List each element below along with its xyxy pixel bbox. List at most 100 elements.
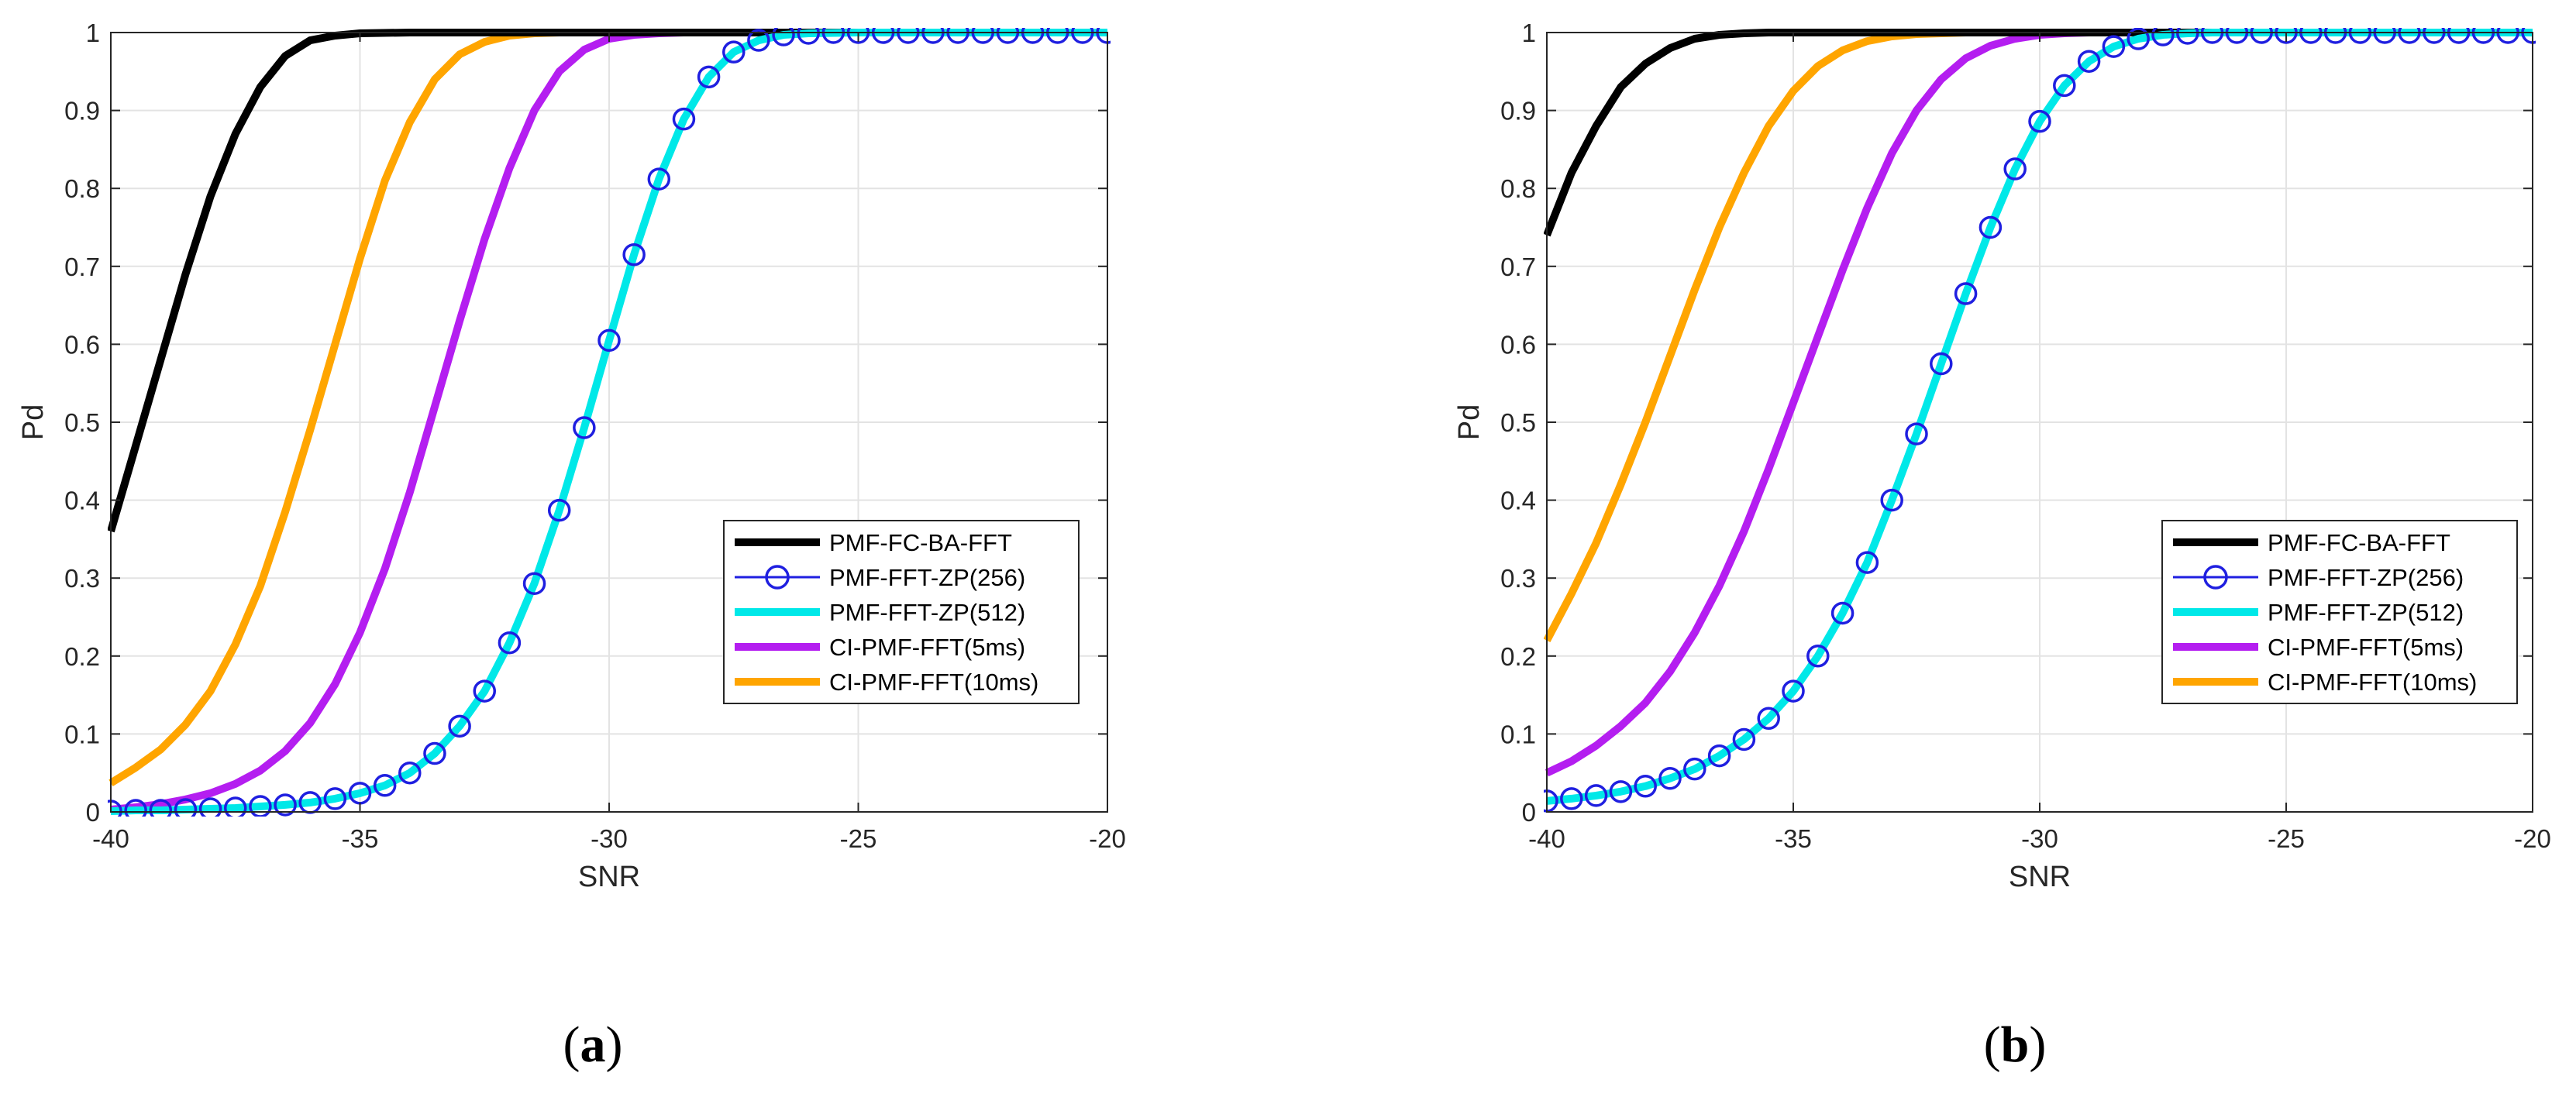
data-point-marker: [1732, 727, 1756, 751]
data-point-marker: [1683, 757, 1706, 781]
y-tick-label: 0.7: [64, 253, 100, 281]
x-tick-label: -20: [2514, 824, 2551, 853]
legend-label: PMF-FC-BA-FFT: [2268, 529, 2450, 556]
legend-label: CI-PMF-FFT(10ms): [2268, 669, 2477, 696]
y-tick-label: 0.8: [64, 174, 100, 203]
data-point-marker: [1658, 766, 1682, 790]
data-point-marker: [448, 714, 471, 738]
legend-label: CI-PMF-FFT(5ms): [2268, 634, 2464, 661]
x-tick-label: -40: [1528, 824, 1565, 853]
x-tick-label: -30: [2021, 824, 2058, 853]
legend-label: PMF-FFT-ZP(512): [2268, 599, 2464, 626]
data-point-marker: [2003, 157, 2027, 181]
legend-label: CI-PMF-FFT(10ms): [829, 669, 1038, 696]
data-point-marker: [598, 328, 621, 352]
x-tick-label: -25: [2268, 824, 2305, 853]
legend: PMF-FC-BA-FFT PMF-FFT-ZP(256) PMF-FFT-ZP(5…: [2161, 520, 2518, 704]
legend-label: PMF-FFT-ZP(256): [2268, 564, 2464, 591]
data-point-marker: [547, 498, 571, 522]
data-point-marker: [1855, 551, 1879, 574]
data-point-marker: [2053, 74, 2076, 98]
y-tick-label: 0.1: [1500, 720, 1536, 748]
data-point-marker: [1782, 679, 1805, 703]
data-point-marker: [373, 774, 397, 797]
data-point-marker: [149, 799, 173, 817]
x-tick-label: -20: [1089, 824, 1126, 853]
legend-swatch-marker: [2203, 565, 2228, 590]
data-point-marker: [647, 167, 671, 191]
data-point-marker: [1930, 352, 1953, 376]
data-point-marker: [1634, 775, 1657, 798]
data-point-marker: [124, 799, 147, 817]
data-point-marker: [2151, 28, 2175, 46]
data-point-marker: [1757, 707, 1780, 731]
y-axis-label: Pd: [17, 404, 50, 440]
data-point-marker: [672, 107, 696, 131]
y-tick-label: 0.6: [1500, 330, 1536, 359]
data-point-marker: [423, 741, 446, 765]
data-point-marker: [1880, 488, 1903, 512]
y-tick-label: 0.4: [64, 487, 100, 515]
data-point-marker: [522, 572, 546, 595]
y-tick-label: 0.9: [1500, 97, 1536, 126]
data-point-marker: [2127, 28, 2150, 50]
data-point-marker: [1905, 422, 1928, 445]
data-point-marker: [398, 761, 422, 785]
y-tick-label: 0.5: [1500, 408, 1536, 437]
x-tick-label: -40: [92, 824, 129, 853]
y-tick-label: 0.6: [64, 330, 100, 359]
data-point-marker: [1954, 282, 1978, 305]
data-point-marker: [274, 793, 297, 817]
data-point-marker: [747, 29, 770, 52]
y-tick-label: 0.4: [1500, 487, 1536, 515]
legend-swatch-marker: [765, 565, 790, 590]
chart-panel-b: -40 -35 -30 -25 -20 0 0.1 0.2 0.3 0.4 0.5 0.6 0.7 0.8…: [1453, 19, 2551, 1073]
y-tick-label: 0.2: [1500, 642, 1536, 671]
x-axis-label: SNR: [2009, 861, 2071, 893]
legend-label: PMF-FFT-ZP(256): [829, 564, 1025, 591]
data-point-marker: [1806, 645, 1830, 668]
data-point-marker: [697, 65, 721, 89]
y-tick-label: 0.2: [64, 642, 100, 671]
y-tick-label: 0: [86, 798, 100, 827]
chart-panel-a: -40 -35 -30 -25 -20 0 0.1 0.2 0.3 0.4 0.5 0.6 0.7 0.8…: [17, 19, 1126, 1073]
y-tick-label: 1: [1522, 19, 1536, 47]
data-point-marker: [473, 679, 496, 703]
ticks: [1546, 32, 2533, 813]
y-tick-label: 0.3: [1500, 564, 1536, 593]
data-point-marker: [249, 795, 272, 817]
legend-label: PMF-FFT-ZP(512): [829, 599, 1025, 626]
data-point-marker: [2028, 109, 2051, 133]
data-point-marker: [797, 28, 820, 45]
y-tick-label: 0.1: [64, 720, 100, 748]
series-line: [1546, 29, 2533, 805]
y-tick-label: 0.3: [64, 564, 100, 593]
series-line: [1545, 29, 2533, 777]
data-point-marker: [722, 40, 746, 64]
data-point-marker: [1560, 787, 1583, 810]
series-line: [110, 29, 1107, 815]
y-tick-label: 0.5: [64, 408, 100, 437]
subfigure-caption: (a): [563, 1016, 623, 1073]
y-axis-label: Pd: [1453, 404, 1486, 440]
data-point-marker: [772, 28, 795, 46]
subfigure-caption: (b): [1984, 1016, 2047, 1073]
data-point-marker: [1584, 784, 1608, 807]
data-point-marker: [1609, 780, 1633, 803]
y-tick-label: 0.8: [1500, 174, 1536, 203]
data-point-marker: [1830, 601, 1855, 625]
data-point-marker: [622, 242, 646, 267]
x-tick-label: -25: [840, 824, 877, 853]
data-point-marker: [323, 787, 347, 810]
ticks: [110, 32, 1108, 813]
data-point-marker: [2102, 35, 2126, 58]
data-point-marker: [2077, 50, 2101, 73]
grid: [110, 32, 1108, 813]
legend-label: PMF-FC-BA-FFT: [829, 529, 1012, 556]
legend-label: CI-PMF-FFT(5ms): [829, 634, 1025, 661]
data-point-marker: [2176, 28, 2199, 45]
x-axis-label: SNR: [578, 861, 640, 893]
x-tick-label: -35: [1775, 824, 1812, 853]
data-point-marker: [573, 416, 596, 439]
